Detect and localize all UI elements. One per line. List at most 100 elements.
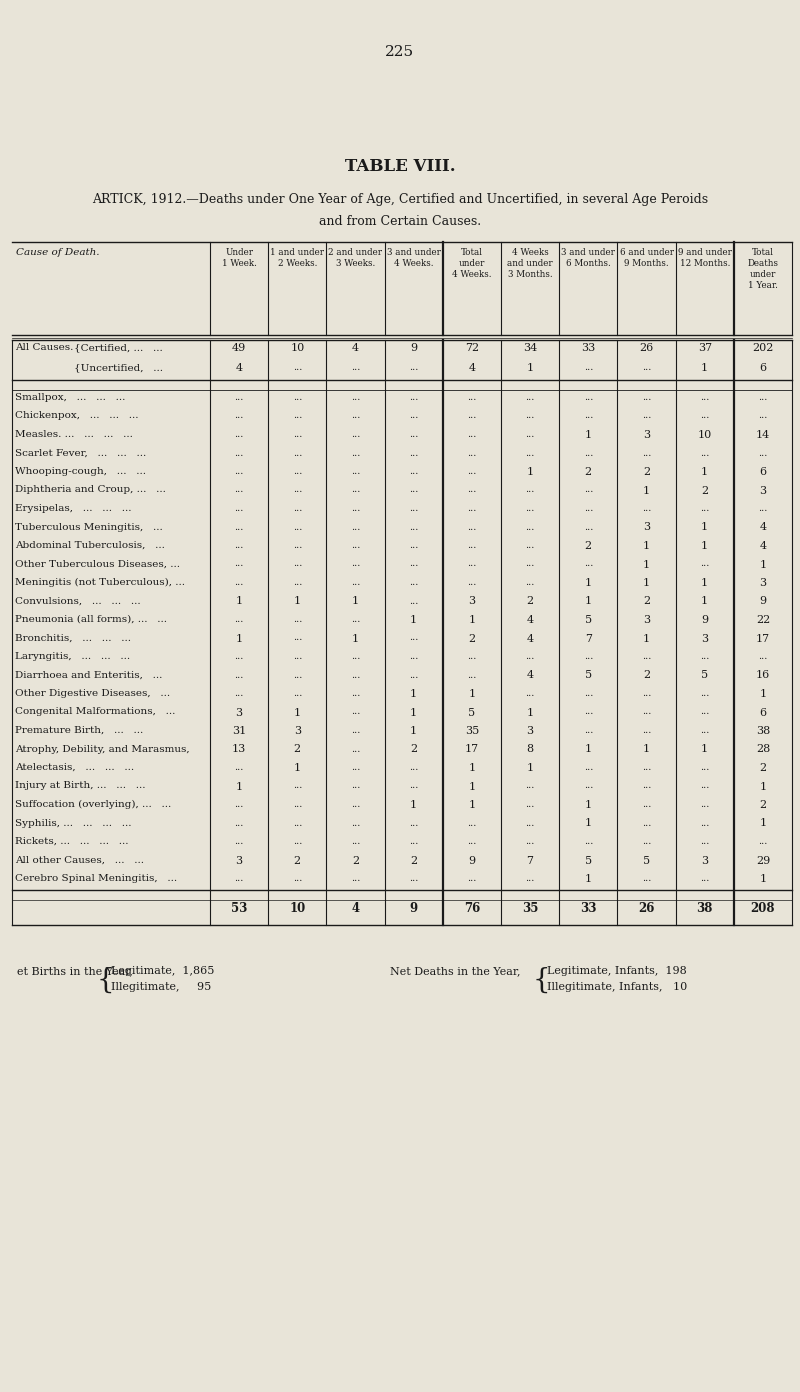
Text: 1: 1 xyxy=(294,763,301,773)
Text: ...: ... xyxy=(526,874,534,883)
Text: ...: ... xyxy=(234,430,244,438)
Text: ...: ... xyxy=(351,651,360,661)
Text: ...: ... xyxy=(526,522,534,532)
Text: ...: ... xyxy=(642,763,651,773)
Text: 4: 4 xyxy=(235,363,242,373)
Text: 1: 1 xyxy=(643,486,650,496)
Text: 3: 3 xyxy=(759,578,766,587)
Text: 31: 31 xyxy=(232,727,246,736)
Text: 1: 1 xyxy=(643,745,650,754)
Text: Atelectasis,   ...   ...   ...: Atelectasis, ... ... ... xyxy=(15,763,134,773)
Text: 2: 2 xyxy=(643,671,650,681)
Text: 208: 208 xyxy=(750,902,775,916)
Text: ...: ... xyxy=(700,781,710,791)
Text: ...: ... xyxy=(234,466,244,476)
Text: ...: ... xyxy=(526,412,534,420)
Text: ...: ... xyxy=(584,412,593,420)
Text: ...: ... xyxy=(642,448,651,458)
Text: ...: ... xyxy=(526,800,534,809)
Text: ...: ... xyxy=(234,874,244,883)
Text: ...: ... xyxy=(526,837,534,846)
Text: 1: 1 xyxy=(759,818,766,828)
Text: 2: 2 xyxy=(643,466,650,477)
Text: 4: 4 xyxy=(468,363,475,373)
Text: 33: 33 xyxy=(580,902,597,916)
Text: 7: 7 xyxy=(585,633,592,643)
Text: {: { xyxy=(533,966,550,994)
Text: ...: ... xyxy=(758,412,767,420)
Text: ...: ... xyxy=(293,541,302,550)
Text: TABLE VIII.: TABLE VIII. xyxy=(345,159,455,175)
Text: ...: ... xyxy=(700,763,710,773)
Text: 14: 14 xyxy=(756,430,770,440)
Text: ...: ... xyxy=(758,651,767,661)
Text: 1 and under
2 Weeks.: 1 and under 2 Weeks. xyxy=(270,248,324,269)
Text: 2: 2 xyxy=(410,745,418,754)
Text: 1: 1 xyxy=(585,818,592,828)
Text: Legitimate,  1,865: Legitimate, 1,865 xyxy=(111,966,214,977)
Text: ...: ... xyxy=(467,504,477,514)
Text: ...: ... xyxy=(351,486,360,494)
Text: ...: ... xyxy=(584,727,593,735)
Text: 3: 3 xyxy=(294,727,301,736)
Text: 2: 2 xyxy=(526,597,534,607)
Text: ARTICK, 1912.—Deaths under One Year of Age, Certified and Uncertified, in severa: ARTICK, 1912.—Deaths under One Year of A… xyxy=(92,193,708,206)
Text: ...: ... xyxy=(467,818,477,827)
Text: ...: ... xyxy=(351,541,360,550)
Text: 1: 1 xyxy=(585,430,592,440)
Text: ...: ... xyxy=(234,671,244,679)
Text: 1: 1 xyxy=(701,745,708,754)
Text: ...: ... xyxy=(700,800,710,809)
Text: All other Causes,   ...   ...: All other Causes, ... ... xyxy=(15,856,144,864)
Text: ...: ... xyxy=(409,541,418,550)
Text: 9 and under
12 Months.: 9 and under 12 Months. xyxy=(678,248,732,269)
Text: ...: ... xyxy=(351,707,360,717)
Text: ...: ... xyxy=(409,781,418,791)
Text: ...: ... xyxy=(409,412,418,420)
Text: 1: 1 xyxy=(643,633,650,643)
Text: 5: 5 xyxy=(643,856,650,866)
Text: ...: ... xyxy=(526,560,534,568)
Text: 2: 2 xyxy=(585,466,592,477)
Text: ...: ... xyxy=(467,430,477,438)
Text: ...: ... xyxy=(642,818,651,827)
Text: ...: ... xyxy=(467,466,477,476)
Text: 9: 9 xyxy=(410,342,418,354)
Text: Measles. ...   ...   ...   ...: Measles. ... ... ... ... xyxy=(15,430,133,438)
Text: 6: 6 xyxy=(759,363,766,373)
Text: ...: ... xyxy=(409,597,418,606)
Text: 1: 1 xyxy=(410,800,418,810)
Text: 3: 3 xyxy=(701,633,708,643)
Text: 3: 3 xyxy=(235,856,242,866)
Text: ...: ... xyxy=(351,671,360,679)
Text: ...: ... xyxy=(409,837,418,846)
Text: ...: ... xyxy=(351,800,360,809)
Text: 225: 225 xyxy=(386,45,414,58)
Text: Cause of Death.: Cause of Death. xyxy=(16,248,99,258)
Text: ...: ... xyxy=(234,651,244,661)
Text: 9: 9 xyxy=(410,902,418,916)
Text: ...: ... xyxy=(234,486,244,494)
Text: Convulsions,   ...   ...   ...: Convulsions, ... ... ... xyxy=(15,597,141,606)
Text: Erysipelas,   ...   ...   ...: Erysipelas, ... ... ... xyxy=(15,504,131,514)
Text: ...: ... xyxy=(293,651,302,661)
Text: ...: ... xyxy=(293,615,302,624)
Text: ...: ... xyxy=(351,578,360,587)
Text: ...: ... xyxy=(700,651,710,661)
Text: Pneumonia (all forms), ...   ...: Pneumonia (all forms), ... ... xyxy=(15,615,167,624)
Text: ...: ... xyxy=(409,578,418,587)
Text: 1: 1 xyxy=(468,763,475,773)
Text: Net Deaths in the Year,: Net Deaths in the Year, xyxy=(390,966,521,977)
Text: Abdominal Tuberculosis,   ...: Abdominal Tuberculosis, ... xyxy=(15,541,165,550)
Text: All Causes.: All Causes. xyxy=(15,342,74,352)
Text: 72: 72 xyxy=(465,342,479,354)
Text: ...: ... xyxy=(700,818,710,827)
Text: Illegitimate,     95: Illegitimate, 95 xyxy=(111,981,211,991)
Text: 1: 1 xyxy=(759,560,766,569)
Text: 1: 1 xyxy=(294,597,301,607)
Text: ...: ... xyxy=(351,818,360,827)
Text: 1: 1 xyxy=(701,597,708,607)
Text: {Certified, ...   ...: {Certified, ... ... xyxy=(74,342,162,352)
Text: ...: ... xyxy=(700,707,710,717)
Text: 1: 1 xyxy=(468,689,475,699)
